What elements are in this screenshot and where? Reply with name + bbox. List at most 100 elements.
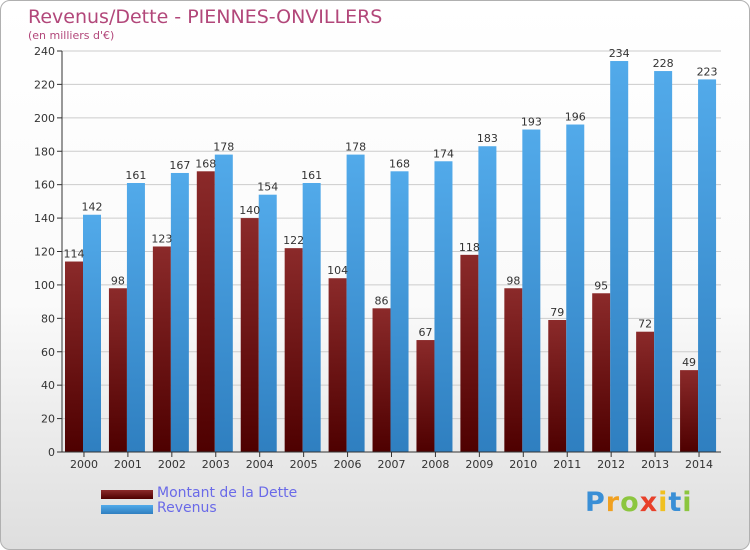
- x-tick-label: 2001: [114, 458, 142, 471]
- bar-revenus: [258, 194, 277, 453]
- bar-debt: [65, 261, 83, 452]
- data-label-revenus: 196: [565, 111, 586, 124]
- y-tick-label: 60: [41, 346, 55, 359]
- bar-revenus: [83, 214, 101, 452]
- x-tick-label: 2000: [70, 458, 98, 471]
- bar-debt: [152, 246, 171, 452]
- data-label-debt: 67: [418, 326, 432, 339]
- bar-debt: [460, 254, 479, 452]
- bar-revenus: [566, 124, 585, 453]
- y-tick-label: 0: [48, 446, 55, 459]
- bar-revenus: [302, 182, 321, 452]
- bar-debt: [240, 218, 259, 452]
- bar-debt: [196, 171, 215, 453]
- chart-subtitle: (en milliers d'€): [28, 29, 115, 42]
- y-tick-label: 40: [41, 379, 55, 392]
- data-label-debt: 118: [459, 241, 480, 254]
- x-tick-label: 2011: [553, 458, 581, 471]
- bar-debt: [636, 331, 655, 452]
- x-tick-label: 2009: [465, 458, 493, 471]
- logo-letter: P: [585, 487, 606, 518]
- bar-debt: [328, 278, 347, 452]
- y-tick-label: 200: [34, 112, 55, 125]
- y-tick-label: 100: [34, 279, 55, 292]
- x-tick-label: 2005: [290, 458, 318, 471]
- bar-revenus: [346, 154, 365, 452]
- logo-letter: x: [639, 487, 659, 518]
- data-label-revenus: 161: [301, 169, 322, 182]
- data-label-revenus: 174: [433, 147, 454, 160]
- bar-debt: [592, 293, 611, 452]
- data-label-debt: 86: [375, 294, 389, 307]
- legend-label-debt: Montant de la Dette: [157, 485, 298, 501]
- bar-revenus: [390, 171, 409, 453]
- y-tick-label: 80: [41, 312, 55, 325]
- data-label-debt: 49: [682, 356, 696, 369]
- x-tick-label: 2004: [246, 458, 274, 471]
- x-tick-label: 2010: [509, 458, 537, 471]
- bar-revenus: [170, 172, 189, 453]
- data-label-debt: 72: [638, 318, 652, 331]
- logo-letter: t: [668, 487, 683, 518]
- y-tick-label: 140: [34, 212, 55, 225]
- y-tick-label: 180: [34, 145, 55, 158]
- data-label-debt: 79: [550, 306, 564, 319]
- y-tick-label: 120: [34, 246, 55, 259]
- bar-debt: [108, 288, 127, 452]
- bar-revenus: [610, 61, 629, 453]
- legend-swatch-revenus: [101, 505, 153, 514]
- bar-revenus: [698, 79, 717, 452]
- y-tick-label: 240: [34, 45, 55, 58]
- legend-swatch-debt: [101, 490, 153, 499]
- logo-letter: o: [620, 487, 640, 518]
- data-label-debt: 122: [283, 234, 304, 247]
- x-tick-label: 2006: [334, 458, 362, 471]
- y-tick-label: 160: [34, 179, 55, 192]
- data-label-revenus: 142: [82, 201, 103, 214]
- bar-debt: [416, 340, 435, 452]
- proxiti-logo: Proxiti: [585, 487, 693, 518]
- data-label-debt: 104: [327, 264, 348, 277]
- data-label-revenus: 168: [389, 157, 410, 170]
- bar-debt: [548, 320, 567, 452]
- data-label-revenus: 234: [609, 47, 630, 60]
- bar-revenus: [214, 154, 233, 452]
- y-tick-label: 20: [41, 413, 55, 426]
- bar-debt: [372, 308, 391, 452]
- data-label-revenus: 193: [521, 116, 542, 129]
- x-tick-label: 2007: [378, 458, 406, 471]
- y-tick-label: 220: [34, 78, 55, 91]
- legend-label-revenus: Revenus: [157, 500, 217, 516]
- bar-debt: [284, 248, 303, 452]
- data-label-debt: 140: [239, 204, 260, 217]
- x-tick-label: 2012: [597, 458, 625, 471]
- chart-title: Revenus/Dette - PIENNES-ONVILLERS: [28, 6, 383, 28]
- logo-letter: i: [658, 487, 669, 518]
- data-label-revenus: 178: [345, 141, 366, 154]
- data-label-revenus: 154: [257, 181, 278, 194]
- logo-letter: i: [682, 487, 693, 518]
- data-label-revenus: 183: [477, 132, 498, 145]
- data-label-debt: 114: [64, 248, 85, 261]
- bar-revenus: [434, 161, 453, 452]
- bar-revenus: [654, 71, 673, 453]
- data-label-debt: 168: [195, 157, 216, 170]
- data-label-debt: 123: [151, 232, 172, 245]
- bar-revenus: [478, 146, 497, 453]
- data-label-revenus: 161: [125, 169, 146, 182]
- data-label-revenus: 223: [697, 65, 718, 78]
- data-label-revenus: 228: [653, 57, 674, 70]
- logo-letter: r: [605, 487, 621, 518]
- bar-revenus: [126, 182, 145, 452]
- bar-debt: [504, 288, 523, 452]
- bar-debt: [680, 370, 699, 452]
- bar-revenus: [522, 129, 541, 452]
- x-tick-label: 2008: [421, 458, 449, 471]
- data-label-debt: 95: [594, 279, 608, 292]
- x-tick-label: 2002: [158, 458, 186, 471]
- x-tick-label: 2014: [685, 458, 713, 471]
- x-tick-label: 2013: [641, 458, 669, 471]
- data-label-debt: 98: [506, 274, 520, 287]
